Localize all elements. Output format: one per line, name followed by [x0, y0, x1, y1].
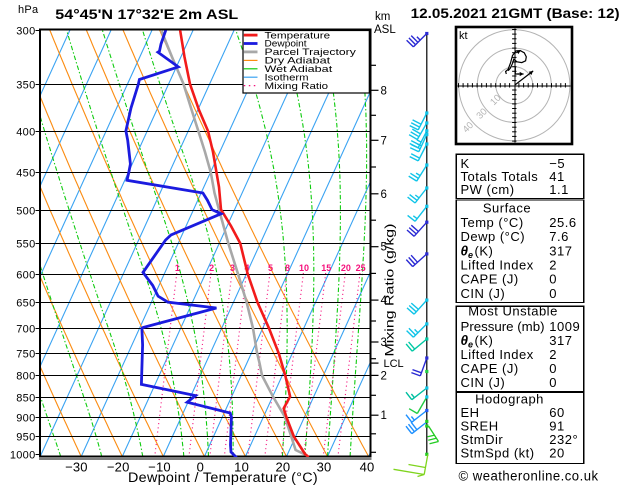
svg-text:Totals Totals: Totals Totals: [461, 169, 539, 184]
svg-text:650: 650: [16, 298, 35, 310]
svg-text:232°: 232°: [549, 432, 578, 447]
svg-text:ASL: ASL: [374, 24, 396, 36]
svg-text:Isotherm: Isotherm: [265, 72, 309, 83]
svg-text:LCL: LCL: [384, 358, 404, 370]
svg-text:5: 5: [268, 263, 273, 273]
svg-text:7.6: 7.6: [549, 229, 569, 244]
svg-text:3: 3: [230, 263, 235, 273]
svg-text:3: 3: [381, 337, 387, 349]
svg-text:−10: −10: [148, 460, 171, 475]
svg-text:Dewpoint / Temperature (°C): Dewpoint / Temperature (°C): [128, 470, 318, 485]
svg-text:Mixing Ratio: Mixing Ratio: [265, 81, 329, 92]
svg-text:20: 20: [549, 445, 564, 460]
svg-text:7: 7: [381, 135, 387, 147]
svg-text:1: 1: [175, 263, 180, 273]
svg-text:Dewpoint: Dewpoint: [265, 39, 307, 50]
svg-text:hPa: hPa: [18, 4, 39, 16]
svg-text:350: 350: [16, 80, 35, 92]
svg-text:600: 600: [16, 270, 35, 282]
svg-text:−5: −5: [549, 156, 565, 171]
svg-text:750: 750: [16, 349, 35, 361]
svg-text:450: 450: [16, 168, 35, 180]
svg-text:1.1: 1.1: [549, 182, 569, 197]
svg-text:4: 4: [381, 295, 388, 307]
svg-text:500: 500: [16, 206, 35, 218]
svg-text:10: 10: [234, 460, 249, 475]
svg-text:6: 6: [381, 189, 387, 201]
svg-text:0: 0: [549, 286, 557, 301]
svg-text:2: 2: [209, 263, 214, 273]
svg-text:25: 25: [356, 263, 366, 273]
svg-text:© weatheronline.co.uk: © weatheronline.co.uk: [459, 469, 599, 484]
svg-text:20: 20: [341, 263, 351, 273]
svg-text:300: 300: [16, 26, 35, 38]
svg-text:25.6: 25.6: [549, 215, 576, 230]
svg-text:Lifted Index: Lifted Index: [461, 347, 534, 362]
svg-text:(K): (K): [475, 243, 494, 258]
svg-text:400: 400: [16, 127, 35, 139]
svg-text:Hodograph: Hodograph: [475, 392, 544, 407]
svg-text:41: 41: [549, 169, 564, 184]
svg-text:60: 60: [549, 405, 564, 420]
svg-text:2: 2: [549, 258, 557, 273]
svg-text:40: 40: [360, 460, 375, 475]
svg-text:1009: 1009: [549, 319, 580, 334]
svg-text:Lifted Index: Lifted Index: [461, 258, 534, 273]
svg-text:CIN (J): CIN (J): [461, 286, 506, 301]
svg-text:12.05.2021 21GMT (Base: 12): 12.05.2021 21GMT (Base: 12): [411, 6, 620, 21]
svg-text:2: 2: [549, 347, 557, 362]
svg-text:10: 10: [299, 263, 309, 273]
svg-text:Temperature: Temperature: [265, 30, 331, 41]
svg-text:8: 8: [285, 263, 290, 273]
svg-text:0: 0: [549, 361, 557, 376]
svg-text:30: 30: [317, 460, 332, 475]
svg-text:800: 800: [16, 371, 35, 383]
svg-text:1000: 1000: [10, 450, 36, 462]
svg-text:CAPE (J): CAPE (J): [461, 272, 519, 287]
svg-text:km: km: [375, 11, 390, 23]
svg-text:CAPE (J): CAPE (J): [461, 361, 519, 376]
svg-text:CIN (J): CIN (J): [461, 375, 506, 390]
svg-text:PW (cm): PW (cm): [461, 182, 515, 197]
svg-text:(K): (K): [475, 333, 494, 348]
svg-text:Most Unstable: Most Unstable: [468, 304, 558, 319]
svg-text:850: 850: [16, 393, 35, 405]
svg-text:0: 0: [549, 375, 557, 390]
svg-text:Mixing Ratio (g/kg): Mixing Ratio (g/kg): [385, 223, 397, 356]
svg-text:317: 317: [549, 333, 572, 348]
svg-text:0: 0: [197, 460, 204, 475]
svg-text:0: 0: [549, 272, 557, 287]
svg-text:−30: −30: [65, 460, 88, 475]
svg-text:91: 91: [549, 419, 564, 434]
svg-text:−20: −20: [107, 460, 130, 475]
svg-text:SREH: SREH: [461, 419, 499, 434]
svg-text:StmDir: StmDir: [461, 432, 504, 447]
svg-text:Temp (°C): Temp (°C): [461, 215, 524, 230]
svg-text:StmSpd (kt): StmSpd (kt): [461, 445, 535, 460]
svg-text:700: 700: [16, 324, 35, 336]
svg-text:8: 8: [381, 85, 387, 97]
svg-text:317: 317: [549, 243, 572, 258]
svg-text:5: 5: [381, 242, 387, 254]
svg-text:Surface: Surface: [483, 201, 531, 216]
svg-text:EH: EH: [461, 405, 480, 420]
svg-text:K: K: [461, 156, 470, 171]
svg-text:Pressure (mb): Pressure (mb): [461, 319, 545, 334]
svg-text:15: 15: [321, 263, 331, 273]
svg-text:1: 1: [381, 410, 387, 422]
svg-text:20: 20: [275, 460, 290, 475]
svg-text:Dry Adiabat: Dry Adiabat: [265, 56, 331, 67]
svg-text:2: 2: [381, 370, 387, 382]
svg-text:550: 550: [16, 239, 35, 251]
svg-text:900: 900: [16, 413, 35, 425]
svg-text:Wet Adiabat: Wet Adiabat: [265, 64, 333, 75]
svg-text:950: 950: [16, 432, 35, 444]
svg-text:54°45'N 17°32'E 2m ASL: 54°45'N 17°32'E 2m ASL: [55, 7, 238, 22]
svg-text:kt: kt: [459, 30, 468, 42]
svg-text:Dewp (°C): Dewp (°C): [461, 229, 526, 244]
svg-text:Parcel Trajectory: Parcel Trajectory: [265, 47, 357, 58]
